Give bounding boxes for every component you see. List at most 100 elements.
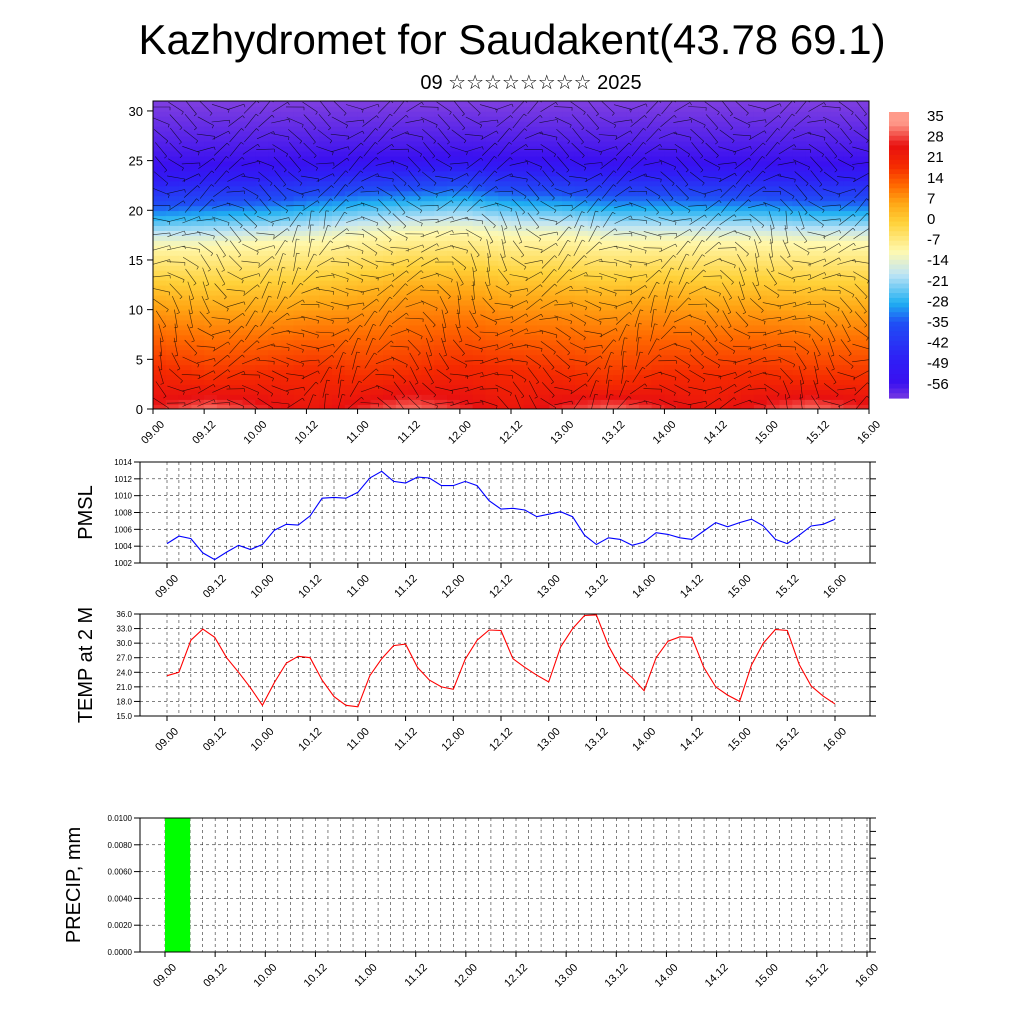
wind-barb <box>168 158 184 169</box>
temperature-cell <box>523 255 538 261</box>
temperature-cell <box>485 299 499 306</box>
temperature-cell <box>447 190 461 197</box>
temperature-cell <box>536 399 551 405</box>
temperature-cell <box>638 334 653 341</box>
wind-barb-flag <box>642 367 646 370</box>
wind-barb-flag <box>377 288 380 292</box>
wind-barb <box>351 338 359 356</box>
wind-barb-flag <box>446 368 449 371</box>
temperature-cell <box>600 170 615 177</box>
temperature-cell <box>485 404 499 409</box>
temperature-cell <box>792 155 806 162</box>
temperature-cell <box>856 299 869 306</box>
wind-barb-flag <box>570 214 573 218</box>
temperature-cell <box>523 195 538 202</box>
temperature-cell <box>153 389 167 395</box>
wind-barb-flag <box>415 382 419 385</box>
wind-barb <box>510 300 527 309</box>
temperature-cell <box>562 379 576 385</box>
wind-barb <box>569 301 587 308</box>
temperature-cell <box>600 125 615 132</box>
temperature-cell <box>626 374 640 380</box>
temperature-cell <box>715 106 730 112</box>
temperature-cell <box>229 389 244 395</box>
temperature-cell <box>485 215 499 222</box>
temperature-cell <box>395 274 410 281</box>
temperature-cell <box>690 274 704 281</box>
temperature-cell <box>153 279 167 286</box>
temperature-cell <box>383 150 397 157</box>
temperature-cell <box>626 210 640 217</box>
temperature-cell <box>383 106 397 112</box>
temperature-cell <box>332 339 346 346</box>
wind-barb <box>643 388 662 390</box>
temperature-cell <box>472 200 487 207</box>
temperature-cell <box>280 399 295 405</box>
temperature-cell <box>216 319 231 326</box>
temperature-cell <box>677 269 691 276</box>
temperature-cell <box>408 140 423 147</box>
wind-barb-flag <box>555 102 558 106</box>
temperature-cell <box>792 215 806 222</box>
wind-barb-flag <box>430 382 434 385</box>
wind-barb-flag <box>496 357 499 361</box>
wind-barb-flag <box>554 210 557 214</box>
wind-barb-flag <box>361 313 365 317</box>
wind-barb <box>168 368 183 382</box>
temperature-cell <box>459 245 474 251</box>
temperature-cell <box>626 294 640 301</box>
temperature-cell <box>715 304 730 311</box>
temperature-cell <box>702 269 717 276</box>
temperature-cell <box>191 125 205 132</box>
wind-barb-flag <box>179 155 183 159</box>
wind-barb <box>333 339 346 354</box>
temperature-cell <box>306 284 320 291</box>
wind-barb-flag <box>494 170 498 174</box>
temperature-cell <box>626 289 640 296</box>
temperature-cell <box>792 334 806 341</box>
temperature-cell <box>165 389 180 395</box>
temperature-cell <box>651 180 666 187</box>
temperature-cell <box>191 245 205 251</box>
wind-barb-flag <box>479 238 482 242</box>
temperature-cell <box>805 175 819 182</box>
temperature-cell <box>421 110 436 117</box>
temperature-cell <box>370 294 384 301</box>
temperature-cell <box>651 115 666 122</box>
wind-barb <box>173 337 178 356</box>
temperature-cell <box>741 339 755 346</box>
wind-barb-flag <box>601 345 603 349</box>
wind-barb-flag <box>228 385 231 389</box>
temperature-cell <box>856 314 869 321</box>
temperature-cell <box>370 394 384 400</box>
temperature-cell <box>498 255 512 261</box>
temperature-cell <box>626 319 640 326</box>
wind-barb <box>363 128 376 143</box>
temperature-cell <box>421 260 436 266</box>
temperature-cell <box>830 250 845 256</box>
temperature-cell <box>191 404 205 409</box>
temperature-cell <box>613 170 627 177</box>
temperature-cell <box>306 324 320 331</box>
wind-barb-flag <box>208 325 212 328</box>
temperature-cell <box>459 334 474 341</box>
wind-barb-flag <box>296 252 300 254</box>
wind-barb-flag <box>493 225 496 229</box>
temperature-cell <box>344 185 359 192</box>
wind-barb <box>170 127 182 143</box>
temperature-cell <box>677 369 691 376</box>
wind-barb-flag <box>428 368 433 371</box>
temperature-cell <box>843 205 857 212</box>
temperature-cell <box>779 274 794 281</box>
wind-barb-flag <box>195 140 199 144</box>
temperature-cell <box>843 195 857 202</box>
wind-barb-flag <box>640 309 644 311</box>
temperature-cell <box>421 215 436 222</box>
temperature-cell <box>562 344 576 351</box>
temperature-cell <box>638 106 653 112</box>
temperature-cell <box>344 319 359 326</box>
temperature-cell <box>178 289 193 296</box>
temperature-cell <box>255 354 269 361</box>
temperature-cell <box>344 140 359 147</box>
temperature-cell <box>459 349 474 356</box>
